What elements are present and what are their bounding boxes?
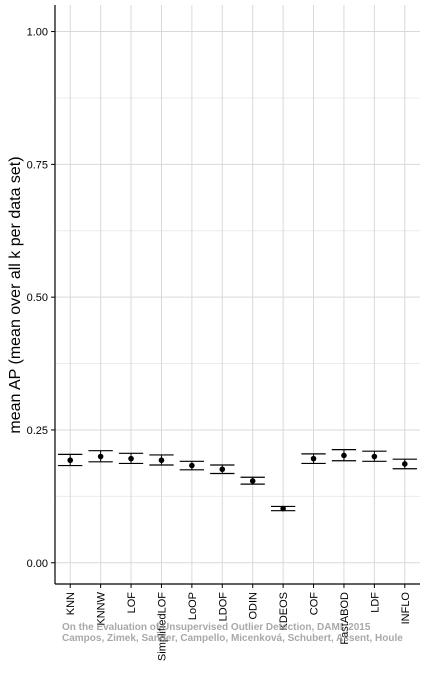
- mean-point: [371, 453, 378, 460]
- error-bar-KNNW: [88, 450, 113, 463]
- mean-point: [401, 461, 408, 467]
- error-bar-LDOF: [210, 464, 235, 475]
- axes: [54, 5, 420, 585]
- error-bar-COF: [301, 453, 326, 465]
- x-tick-label: INFLO: [400, 592, 412, 625]
- grid-lines: [55, 5, 420, 584]
- x-tick-label: LOF: [126, 592, 138, 614]
- x-tick-label: ODIN: [248, 592, 260, 620]
- x-tick-label: COF: [309, 592, 321, 616]
- error-bar-KDEOS: [270, 505, 296, 512]
- mean-point: [189, 462, 195, 469]
- mean-point: [128, 455, 134, 462]
- mean-point: [219, 466, 226, 473]
- watermark: On the Evaluation of Unsupervised Outlie…: [62, 622, 403, 644]
- x-tick-label: LDF: [369, 592, 381, 613]
- mean-point: [158, 457, 165, 464]
- y-tick-label: 0.75: [27, 159, 48, 171]
- error-bar-INFLO: [392, 458, 417, 470]
- x-tick-label: KNN: [65, 592, 77, 615]
- error-bar-KNN: [58, 453, 83, 467]
- y-tick-label: 1.00: [27, 27, 48, 39]
- mean-point: [97, 453, 104, 460]
- watermark-line-2: Campos, Zimek, Sander, Campello, Micenko…: [62, 633, 403, 644]
- x-tick-label: FastABOD: [339, 592, 351, 645]
- error-bar-LoOP: [179, 460, 205, 471]
- mean-point: [67, 457, 74, 464]
- y-tick-label: 0.25: [27, 425, 48, 437]
- x-axis-ticks: KNN KNNW LOF SimplifiedLOF LoOP LDOF ODIN KDEOS…: [65, 584, 412, 661]
- x-tick-label: KNNW: [96, 591, 108, 625]
- error-bar-LDF: [362, 450, 387, 462]
- x-tick-label: SimplifiedLOF: [156, 592, 168, 661]
- error-bar-LOF: [118, 452, 144, 465]
- y-tick-label: 0.00: [27, 558, 48, 570]
- error-bar-SimplifiedLOF: [149, 454, 174, 466]
- x-tick-label: LDOF: [217, 592, 229, 622]
- mean-point: [280, 505, 286, 512]
- error-bar-FastABOD: [331, 449, 357, 462]
- x-tick-label: LoOP: [187, 592, 199, 620]
- watermark-line-1: On the Evaluation of Unsupervised Outlie…: [62, 622, 371, 633]
- x-tick-label: KDEOS: [278, 592, 290, 631]
- y-tick-label: 0.50: [27, 292, 48, 304]
- mean-point: [249, 478, 256, 484]
- mean-point: [310, 455, 317, 462]
- mean-point: [341, 452, 347, 459]
- plot-panel: [55, 5, 420, 584]
- data-marks: [58, 449, 417, 512]
- error-bar-ODIN: [240, 476, 265, 485]
- y-axis-ticks: 0.00 0.25 0.50 0.75 1.00: [27, 27, 55, 570]
- y-axis-title: mean AP (mean over all k per data set): [7, 156, 24, 433]
